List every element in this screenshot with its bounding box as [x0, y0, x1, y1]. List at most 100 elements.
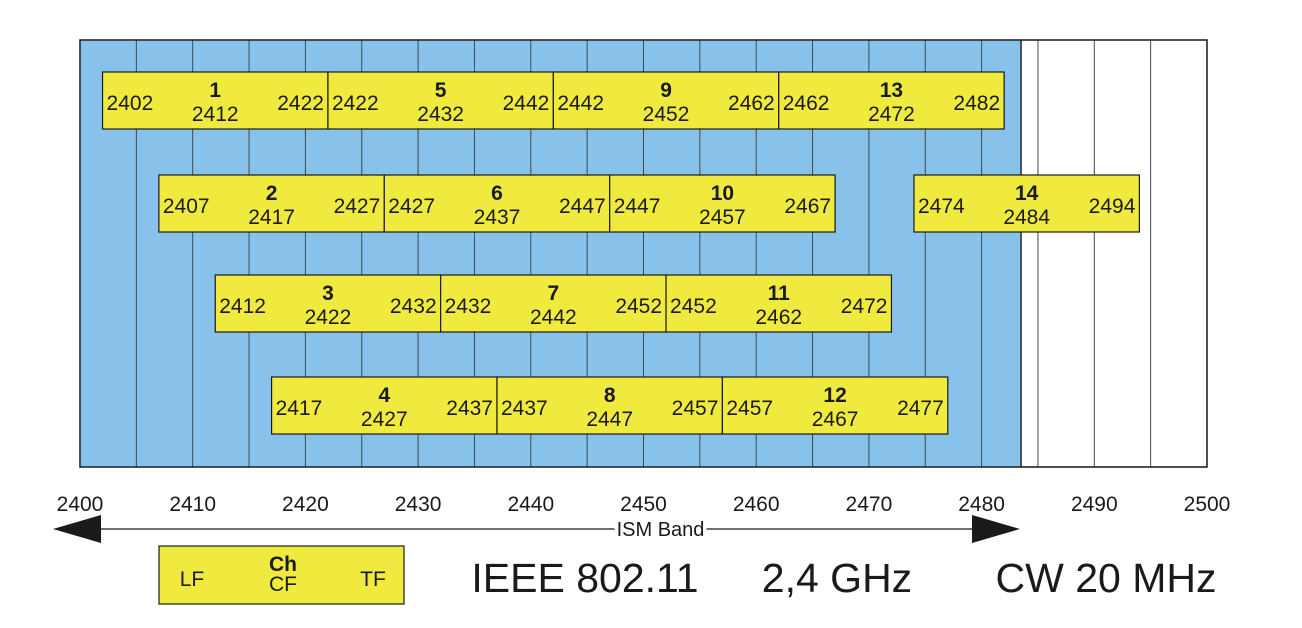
- channel-number: 13: [880, 79, 903, 102]
- arrow-left-icon: [53, 515, 101, 543]
- channel-number: 8: [604, 384, 616, 407]
- axis-tick-label: 2430: [395, 493, 442, 516]
- channel-lower-frequency: 2437: [501, 397, 548, 420]
- legend-cf-label: CF: [269, 573, 297, 596]
- channel-upper-frequency: 2472: [841, 295, 888, 318]
- channel-upper-frequency: 2462: [728, 92, 775, 115]
- channel-center-frequency: 2472: [868, 103, 915, 126]
- axis-tick-label: 2480: [958, 493, 1005, 516]
- channel-upper-frequency: 2442: [503, 92, 550, 115]
- channel-number: 2: [266, 182, 278, 205]
- channel-center-frequency: 2427: [361, 408, 408, 431]
- axis-tick-label: 2420: [282, 493, 329, 516]
- channel-number: 9: [660, 79, 672, 102]
- ism-band-indicator: ISM Band: [53, 515, 1020, 543]
- axis-tick-label: 2410: [169, 493, 216, 516]
- axis-tick-label: 2400: [57, 493, 104, 516]
- channel-upper-frequency: 2457: [672, 397, 719, 420]
- channel-center-frequency: 2457: [699, 206, 746, 229]
- channel-lower-frequency: 2452: [670, 295, 717, 318]
- channel-number: 14: [1015, 182, 1039, 205]
- channel-lower-frequency: 2447: [614, 195, 661, 218]
- legend-box: LF Ch CF TF: [158, 545, 405, 605]
- channel-upper-frequency: 2447: [559, 195, 606, 218]
- channel-center-frequency: 2437: [474, 206, 521, 229]
- channel-box: [101, 71, 329, 130]
- channel-upper-frequency: 2452: [615, 295, 662, 318]
- axis-tick-label: 2460: [733, 493, 780, 516]
- channel-number: 4: [378, 384, 390, 407]
- channel-lower-frequency: 2462: [783, 92, 830, 115]
- channel-box: [609, 174, 836, 233]
- caption-band: 2,4 GHz: [762, 555, 912, 601]
- channel-center-frequency: 2484: [1003, 206, 1050, 229]
- channel-lower-frequency: 2432: [445, 295, 492, 318]
- channel-number: 3: [322, 282, 334, 305]
- channel-upper-frequency: 2427: [334, 195, 381, 218]
- axis-tick-label: 2440: [507, 493, 554, 516]
- channel-lower-frequency: 2474: [918, 195, 965, 218]
- channel-box: [913, 174, 1140, 233]
- ism-band-label: ISM Band: [617, 519, 705, 541]
- channel-number: 11: [768, 282, 791, 305]
- plot-border: [79, 39, 1208, 468]
- channel-number: 1: [209, 79, 221, 102]
- channel-box: [665, 274, 893, 333]
- channel-center-frequency: 2417: [248, 206, 295, 229]
- channel-lower-frequency: 2402: [107, 92, 154, 115]
- caption: IEEE 802.11 2,4 GHz CW 20 MHz: [471, 555, 1216, 601]
- channel-center-frequency: 2422: [305, 306, 352, 329]
- channel-box: [270, 376, 498, 435]
- channel-center-frequency: 2462: [755, 306, 802, 329]
- channel-box: [496, 376, 723, 435]
- frequency-axis: 2400 2410 2420 2430 2440 2450 2460 2470 2480 2490…: [57, 493, 1231, 516]
- axis-tick-label: 2470: [846, 493, 893, 516]
- channel-lower-frequency: 2422: [332, 92, 379, 115]
- channel-upper-frequency: 2477: [897, 397, 944, 420]
- channel-lower-frequency: 2417: [276, 397, 323, 420]
- axis-tick-label: 2490: [1071, 493, 1118, 516]
- legend-tf-label: TF: [360, 568, 386, 591]
- channel-upper-frequency: 2422: [277, 92, 324, 115]
- channel-lower-frequency: 2457: [726, 397, 773, 420]
- channel-box: [214, 274, 442, 333]
- channel-upper-frequency: 2467: [784, 195, 831, 218]
- channel-upper-frequency: 2494: [1089, 195, 1136, 218]
- channel-center-frequency: 2452: [643, 103, 690, 126]
- channel-upper-frequency: 2482: [953, 92, 1000, 115]
- channel-box: [327, 71, 554, 130]
- caption-channel-width: CW 20 MHz: [996, 555, 1217, 601]
- channel-center-frequency: 2467: [812, 408, 859, 431]
- channel-upper-frequency: 2432: [390, 295, 437, 318]
- axis-tick-label: 2500: [1184, 493, 1231, 516]
- channel-center-frequency: 2447: [586, 408, 633, 431]
- channel-lower-frequency: 2412: [219, 295, 266, 318]
- caption-standard: IEEE 802.11: [471, 555, 698, 601]
- channel-number: 6: [491, 182, 503, 205]
- legend-ch-label: Ch: [269, 553, 297, 576]
- channel-number: 10: [711, 182, 734, 205]
- channel-upper-frequency: 2437: [446, 397, 493, 420]
- legend-lf-label: LF: [180, 568, 205, 591]
- channel-lower-frequency: 2407: [163, 195, 210, 218]
- channel-box: [383, 174, 611, 233]
- arrow-right-icon: [972, 515, 1020, 543]
- channel-lower-frequency: 2427: [388, 195, 435, 218]
- channel-box: [440, 274, 667, 333]
- channel-lower-frequency: 2442: [557, 92, 604, 115]
